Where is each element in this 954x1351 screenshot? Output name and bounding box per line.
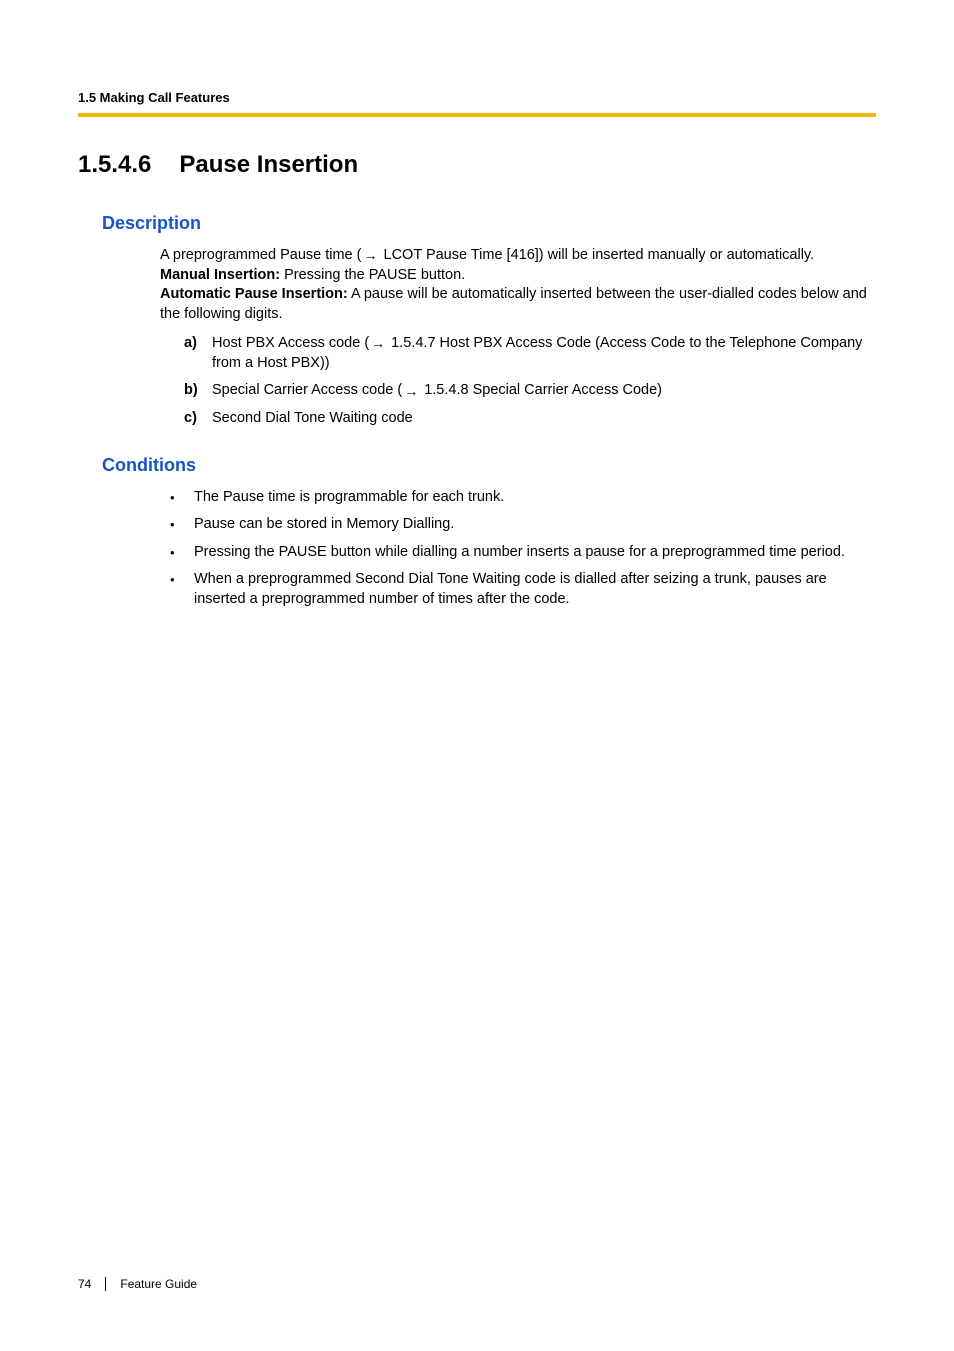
footer-page-number: 74 (78, 1277, 106, 1291)
list-item: • The Pause time is programmable for eac… (170, 488, 876, 508)
ordered-item: b) Special Carrier Access code (→ 1.5.4.… (184, 381, 876, 401)
ordered-text: Host PBX Access code (→ 1.5.4.7 Host PBX… (212, 334, 876, 373)
ordered-marker: c) (184, 409, 212, 429)
ordered-pre: Second Dial Tone Waiting code (212, 410, 413, 426)
header-rule (78, 113, 876, 117)
ordered-marker: a) (184, 334, 212, 354)
ordered-marker: b) (184, 381, 212, 401)
section-text: Pause Insertion (179, 151, 358, 179)
description-body: A preprogrammed Pause time (→ LCOT Pause… (160, 246, 876, 324)
desc-para1-post: LCOT Pause Time [416]) will be inserted … (379, 247, 814, 263)
description-heading: Description (102, 213, 876, 234)
page-footer: 74 Feature Guide (78, 1277, 197, 1291)
ordered-pre: Special Carrier Access code ( (212, 382, 402, 398)
list-text: Pause can be stored in Memory Dialling. (194, 515, 876, 535)
list-item: • Pressing the PAUSE button while dialli… (170, 543, 876, 563)
page-container: 1.5 Making Call Features 1.5.4.6 Pause I… (0, 0, 954, 1351)
desc-para1-pre: A preprogrammed Pause time ( (160, 247, 361, 263)
section-number: 1.5.4.6 (78, 151, 151, 179)
arrow-icon: → (363, 248, 377, 262)
arrow-icon: → (404, 384, 418, 398)
bullet-icon: • (170, 570, 194, 590)
section-title: 1.5.4.6 Pause Insertion (78, 151, 876, 179)
ordered-list: a) Host PBX Access code (→ 1.5.4.7 Host … (184, 334, 876, 428)
ordered-pre: Host PBX Access code ( (212, 335, 369, 351)
list-text: The Pause time is programmable for each … (194, 488, 876, 508)
bullet-icon: • (170, 515, 194, 535)
conditions-heading: Conditions (102, 455, 876, 476)
manual-label: Manual Insertion: (160, 267, 280, 283)
ordered-post: 1.5.4.8 Special Carrier Access Code) (420, 382, 662, 398)
conditions-list: • The Pause time is programmable for eac… (170, 488, 876, 610)
footer-doc-title: Feature Guide (120, 1277, 197, 1291)
list-item: • When a preprogrammed Second Dial Tone … (170, 570, 876, 609)
list-text: Pressing the PAUSE button while dialling… (194, 543, 876, 563)
list-item: • Pause can be stored in Memory Dialling… (170, 515, 876, 535)
bullet-icon: • (170, 488, 194, 508)
ordered-text: Second Dial Tone Waiting code (212, 409, 876, 429)
conditions-section: Conditions • The Pause time is programma… (78, 455, 876, 610)
ordered-item: a) Host PBX Access code (→ 1.5.4.7 Host … (184, 334, 876, 373)
auto-label: Automatic Pause Insertion: (160, 286, 348, 302)
manual-text: Pressing the PAUSE button. (280, 267, 465, 283)
ordered-item: c) Second Dial Tone Waiting code (184, 409, 876, 429)
bullet-icon: • (170, 543, 194, 563)
arrow-icon: → (371, 336, 385, 350)
header-breadcrumb: 1.5 Making Call Features (78, 90, 876, 105)
ordered-text: Special Carrier Access code (→ 1.5.4.8 S… (212, 381, 876, 401)
list-text: When a preprogrammed Second Dial Tone Wa… (194, 570, 876, 609)
